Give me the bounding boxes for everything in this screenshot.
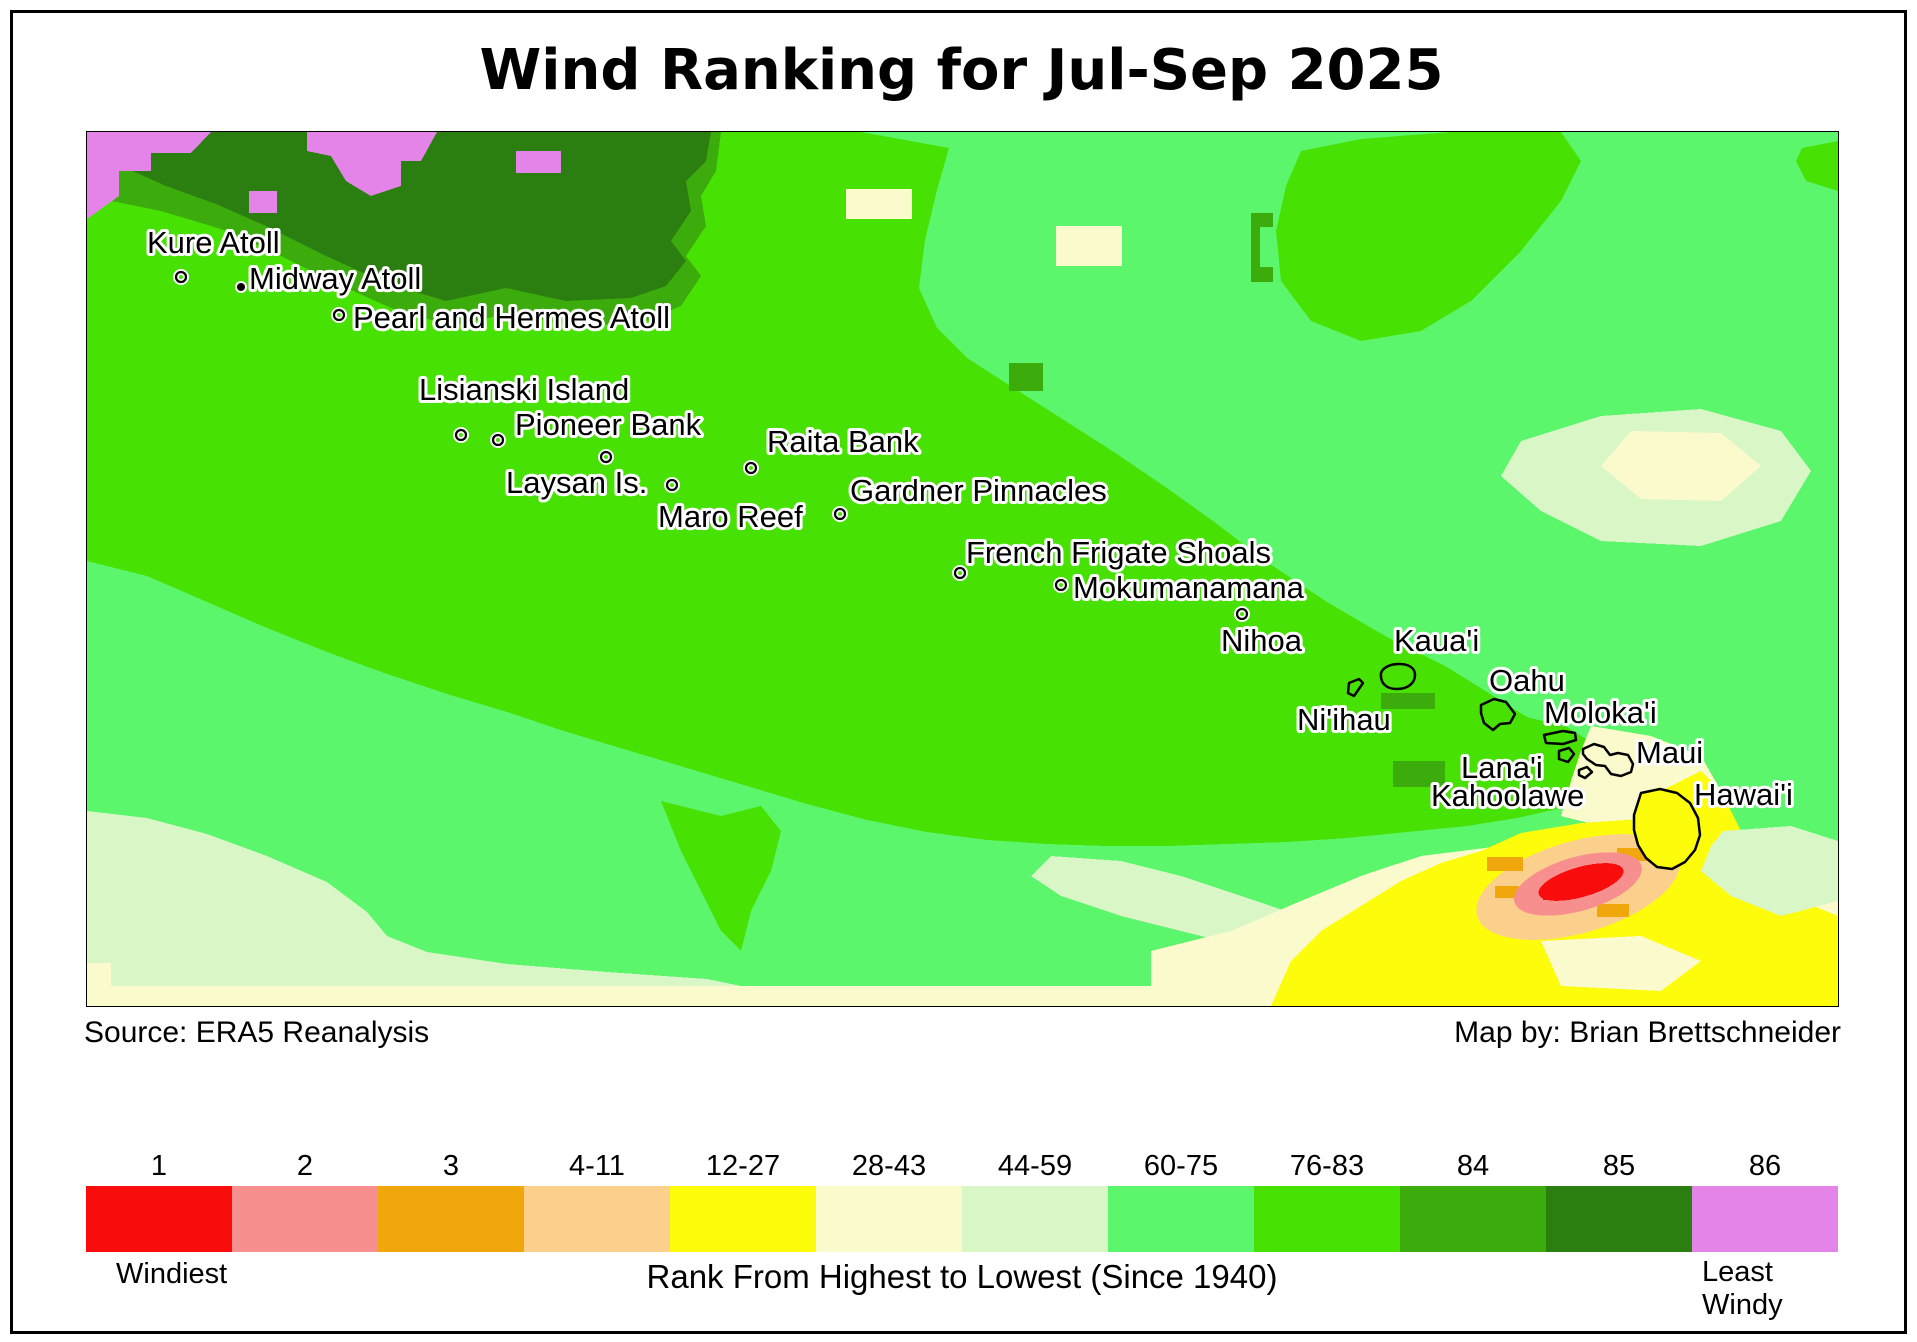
open-point-marker <box>454 428 468 442</box>
legend-swatch <box>378 1186 524 1252</box>
legend: 1 2 3 4-11 12-27 28-43 44-59 60-75 76-83 84 85 86 W… <box>86 1146 1838 1342</box>
legend-class-label: 84 <box>1456 1150 1490 1182</box>
island-molokai <box>1542 729 1578 746</box>
map-label: Lisianski Island <box>419 372 629 407</box>
island-niihau <box>1346 677 1365 698</box>
location-markers <box>173 269 1250 622</box>
map-regions <box>87 132 1838 1006</box>
island-kauai <box>1379 662 1417 691</box>
legend-class-label: 2 <box>296 1150 314 1182</box>
map-label: French Frigate Shoals <box>966 535 1271 570</box>
map-label: Laysan Is. <box>506 465 647 500</box>
island-oahu <box>1479 697 1517 732</box>
credit-text: Map by: Brian Brettschneider <box>1454 1016 1841 1049</box>
source-text: Source: ERA5 Reanalysis <box>84 1016 430 1049</box>
open-point-marker <box>1054 578 1068 592</box>
map-label: Raita Bank <box>767 424 919 459</box>
legend-swatch <box>670 1186 816 1252</box>
legend-swatch <box>232 1186 378 1252</box>
map-label: Kahoolawe <box>1431 778 1584 813</box>
open-point-marker <box>174 270 188 284</box>
wind-rank-map: Kure Atoll Midway Atoll Pearl and Hermes A… <box>86 131 1839 1007</box>
legend-swatch <box>1254 1186 1400 1252</box>
legend-class-label: 3 <box>442 1150 460 1182</box>
island-lanai <box>1557 746 1576 764</box>
filled-point-marker <box>237 283 245 291</box>
legend-class-label: 4-11 <box>569 1150 625 1182</box>
legend-class-label: 44-59 <box>997 1150 1073 1182</box>
legend-captions: Windiest Rank From Highest to Lowest (Si… <box>86 1252 1838 1342</box>
open-point-marker <box>332 308 346 322</box>
legend-least-windy-label: Least Windy <box>1702 1256 1783 1321</box>
legend-class-label: 12-27 <box>705 1150 781 1182</box>
legend-swatch <box>86 1186 232 1252</box>
open-point-marker <box>665 478 679 492</box>
map-label: Mokumanamana <box>1073 570 1305 605</box>
legend-class-label: 1 <box>150 1150 168 1182</box>
map-label: Pioneer Bank <box>515 407 702 442</box>
legend-class-label: 28-43 <box>851 1150 927 1182</box>
map-label: Maro Reef <box>658 499 803 534</box>
map-label: Kaua'i <box>1394 623 1479 658</box>
map-label: Moloka'i <box>1544 695 1657 730</box>
legend-class-label: 60-75 <box>1143 1150 1219 1182</box>
legend-class-label: 76-83 <box>1289 1150 1365 1182</box>
legend-swatch <box>816 1186 962 1252</box>
page-title: Wind Ranking for Jul-Sep 2025 <box>479 38 1444 103</box>
legend-class-labels: 1 2 3 4-11 12-27 28-43 44-59 60-75 76-83 84 85 86 <box>86 1146 1838 1186</box>
legend-swatch <box>962 1186 1108 1252</box>
legend-swatch <box>1692 1186 1838 1252</box>
legend-class-label: 86 <box>1748 1150 1782 1182</box>
map-label: Hawai'i <box>1694 777 1793 812</box>
legend-color-bar <box>86 1186 1838 1252</box>
map-label: Lana'i <box>1461 750 1543 785</box>
legend-class-label: 85 <box>1602 1150 1636 1182</box>
map-label: Ni'ihau <box>1297 702 1391 737</box>
map-label: Nihoa <box>1221 623 1303 658</box>
legend-swatch <box>524 1186 670 1252</box>
open-point-marker <box>833 507 847 521</box>
open-point-marker <box>953 566 967 580</box>
open-point-marker <box>491 433 505 447</box>
legend-swatch <box>1546 1186 1692 1252</box>
map-label: Gardner Pinnacles <box>850 473 1107 508</box>
map-label: Maui <box>1636 735 1703 770</box>
map-label: Kure Atoll <box>147 225 280 260</box>
legend-windiest-label: Windiest <box>116 1258 228 1290</box>
map-label: Midway Atoll <box>249 261 421 296</box>
map-label: Pearl and Hermes Atoll <box>353 300 670 335</box>
open-point-marker <box>599 450 613 464</box>
open-point-marker <box>1235 607 1249 621</box>
island-kahoolawe <box>1577 765 1594 780</box>
legend-axis-label: Rank From Highest to Lowest (Since 1940) <box>646 1258 1278 1295</box>
legend-swatch <box>1108 1186 1254 1252</box>
legend-swatch <box>1400 1186 1546 1252</box>
island-hawaii <box>1632 787 1702 871</box>
map-label: Oahu <box>1489 663 1565 698</box>
island-maui <box>1581 742 1635 778</box>
open-point-marker <box>744 461 758 475</box>
island-outlines <box>1346 662 1702 871</box>
